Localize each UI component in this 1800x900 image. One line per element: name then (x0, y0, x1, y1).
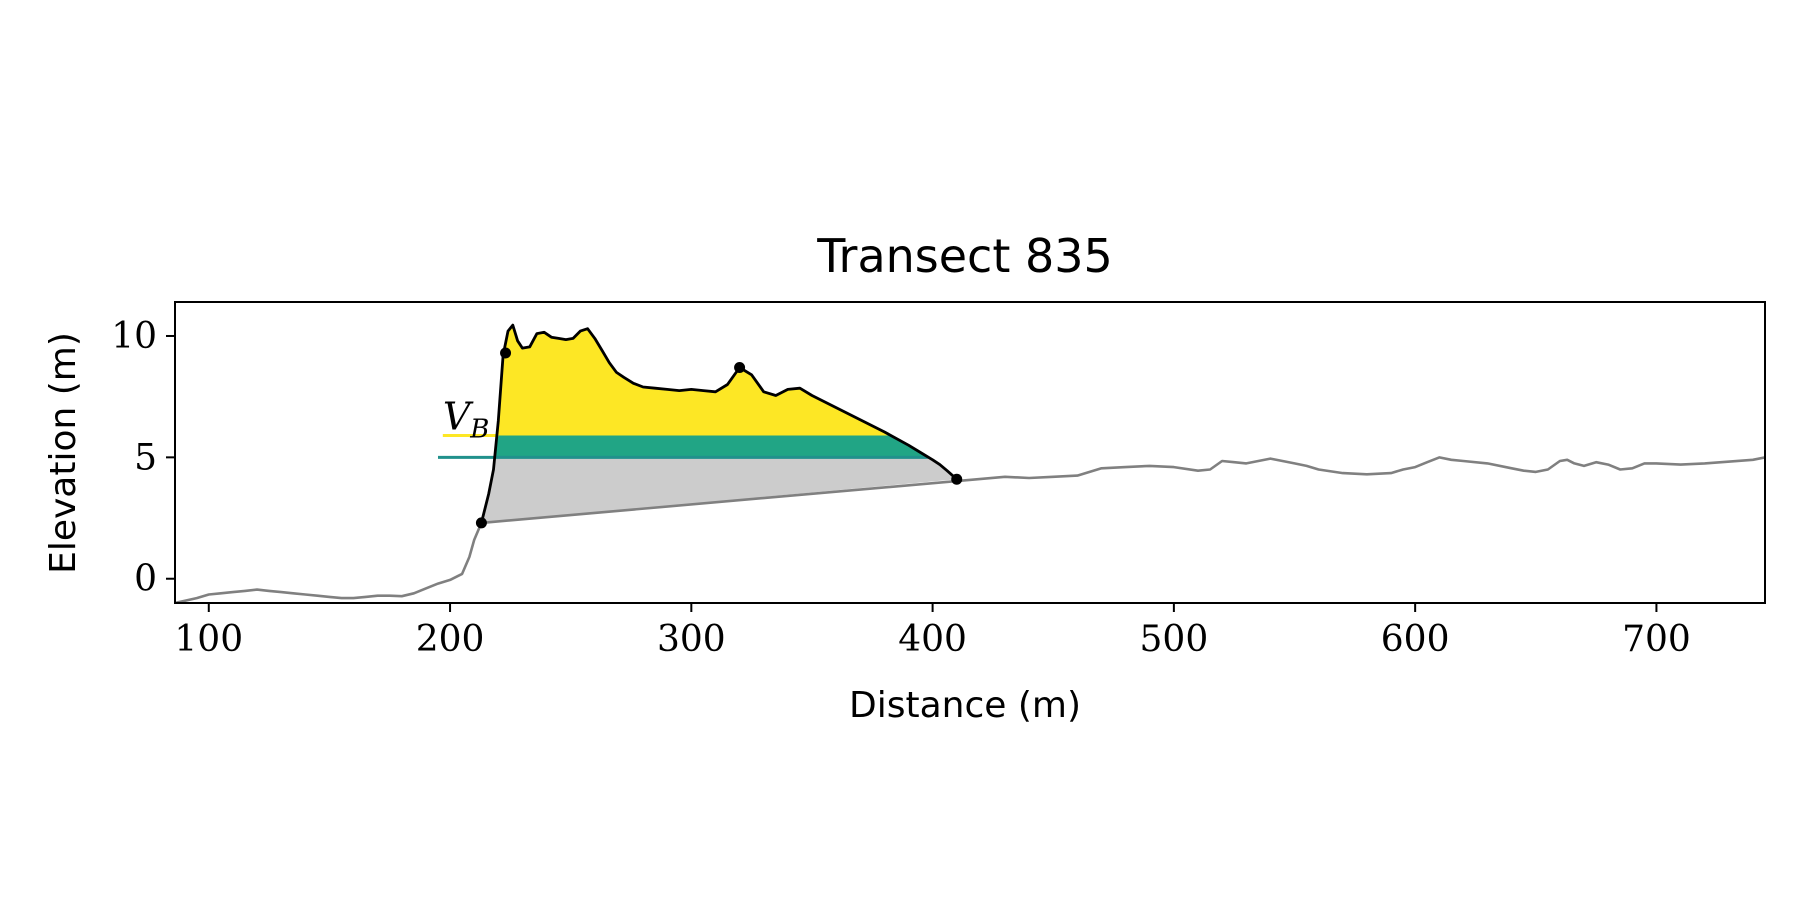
chart-title: Transect 835 (816, 229, 1113, 283)
y-axis-ticks: 0 5 10 (111, 316, 175, 600)
threshold-band-fill-0 (495, 435, 928, 458)
y-tick-label-0: 0 (134, 559, 157, 600)
plot-frame (174, 301, 1766, 604)
volume-annotation-label: V (443, 394, 474, 438)
point-marker-3 (951, 473, 963, 485)
point-marker-2 (734, 362, 746, 374)
fill-layer (482, 325, 956, 523)
volume-above-threshold-fill-0 (497, 325, 891, 436)
y-tick-label-10: 10 (111, 316, 157, 357)
x-tick-label-300: 300 (657, 619, 726, 660)
dune-line (480, 323, 958, 524)
profile-line (175, 456, 1765, 603)
x-axis-ticks: 100 200 300 400 500 600 700 (174, 603, 1691, 660)
x-tick-label-200: 200 (416, 619, 485, 660)
base-fill-0 (482, 457, 956, 523)
x-tick-label-400: 400 (898, 619, 967, 660)
y-axis-label: Elevation (m) (43, 332, 84, 574)
y-tick-label-5: 5 (134, 437, 157, 478)
volume-annotation-subscript: B (469, 414, 489, 444)
volume-annotation: VB (443, 394, 490, 444)
point-marker-1 (500, 347, 512, 359)
x-tick-label-100: 100 (174, 619, 243, 660)
x-axis-label: Distance (m) (849, 685, 1081, 726)
x-tick-label-500: 500 (1140, 619, 1209, 660)
marker-layer (475, 347, 963, 529)
x-tick-label-700: 700 (1622, 619, 1691, 660)
x-tick-label-600: 600 (1381, 619, 1450, 660)
line-layer (175, 323, 1765, 603)
plot-area (175, 323, 1765, 603)
point-marker-0 (475, 517, 487, 529)
